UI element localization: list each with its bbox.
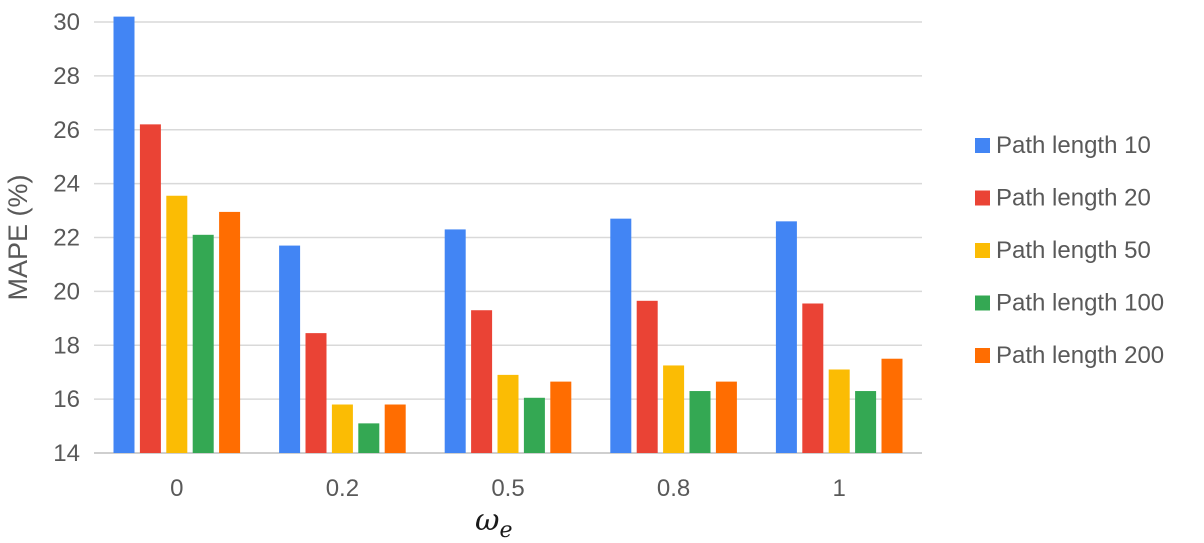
y-tick-labels: 14 16 18 20 22 24 26 28 30 xyxy=(53,9,80,467)
bar xyxy=(192,234,214,453)
bar xyxy=(219,211,241,453)
bar xyxy=(279,245,301,453)
x-tick-label: 0.8 xyxy=(657,475,690,502)
legend-label: Path length 200 xyxy=(996,342,1164,369)
y-tick-label: 16 xyxy=(53,386,80,413)
x-tick-label: 0.5 xyxy=(491,475,524,502)
x-axis-title-subscript: e xyxy=(499,518,512,543)
legend-label: Path length 10 xyxy=(996,132,1151,159)
bar xyxy=(384,404,406,453)
y-tick-label: 20 xyxy=(53,278,80,305)
y-tick-label: 26 xyxy=(53,117,80,144)
legend-swatch xyxy=(975,348,990,363)
bar xyxy=(444,229,466,453)
bar xyxy=(166,195,188,453)
x-tick-label: 0.2 xyxy=(326,475,359,502)
legend-label: Path length 20 xyxy=(996,185,1151,212)
legend: Path length 10 Path length 20 Path length … xyxy=(975,132,1164,369)
x-tick-label: 1 xyxy=(833,475,846,502)
bar xyxy=(663,365,685,453)
bar xyxy=(305,333,327,453)
legend-swatch xyxy=(975,295,990,311)
y-tick-label: 28 xyxy=(53,63,80,90)
x-tick-label: 0 xyxy=(170,475,183,502)
legend-label: Path length 100 xyxy=(996,290,1164,317)
y-tick-label: 30 xyxy=(53,9,80,36)
legend-swatch xyxy=(975,138,990,153)
bar xyxy=(331,404,353,453)
bars xyxy=(113,16,903,454)
x-axis-title: ωe xyxy=(475,503,513,543)
bar xyxy=(715,381,737,453)
x-tick-labels: 0 0.2 0.5 0.8 1 xyxy=(170,475,846,502)
y-tick-label: 24 xyxy=(53,171,80,198)
bar xyxy=(802,303,824,453)
bar xyxy=(113,16,135,454)
legend-label: Path length 50 xyxy=(996,237,1151,264)
bar xyxy=(775,221,797,453)
bar xyxy=(610,218,632,453)
bar xyxy=(881,358,903,453)
y-tick-label: 14 xyxy=(53,440,80,467)
bar xyxy=(689,391,711,453)
bar xyxy=(471,310,493,453)
x-axis-title-main: ω xyxy=(475,503,499,538)
bar xyxy=(828,369,850,453)
bar xyxy=(358,423,380,453)
bar xyxy=(550,381,572,453)
bar xyxy=(523,397,545,453)
legend-swatch xyxy=(975,243,990,258)
y-tick-label: 22 xyxy=(53,225,80,252)
bar xyxy=(139,124,161,454)
bar xyxy=(636,300,658,453)
bar xyxy=(497,374,519,453)
y-axis-title: MAPE (%) xyxy=(3,174,33,300)
bar xyxy=(855,391,877,453)
legend-swatch xyxy=(975,190,990,206)
y-tick-label: 18 xyxy=(53,332,80,359)
